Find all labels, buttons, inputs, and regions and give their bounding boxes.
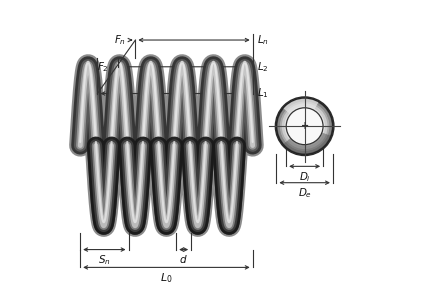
Text: $F_n$: $F_n$ (114, 33, 127, 47)
Text: $D_i$: $D_i$ (299, 170, 311, 184)
Text: $L_2$: $L_2$ (257, 60, 269, 74)
Text: $d$: $d$ (179, 253, 188, 265)
Text: $F_2$: $F_2$ (97, 60, 109, 74)
Text: $L_1$: $L_1$ (257, 87, 269, 100)
Text: $L_n$: $L_n$ (257, 33, 269, 47)
Wedge shape (283, 133, 331, 154)
Text: $F_1$: $F_1$ (76, 87, 88, 100)
Text: $L_0$: $L_0$ (160, 271, 173, 285)
Circle shape (286, 108, 323, 145)
Circle shape (276, 98, 333, 154)
Text: +: + (300, 121, 309, 131)
Text: $D_e$: $D_e$ (298, 186, 312, 200)
Wedge shape (283, 98, 319, 114)
Text: $S_n$: $S_n$ (98, 253, 111, 267)
